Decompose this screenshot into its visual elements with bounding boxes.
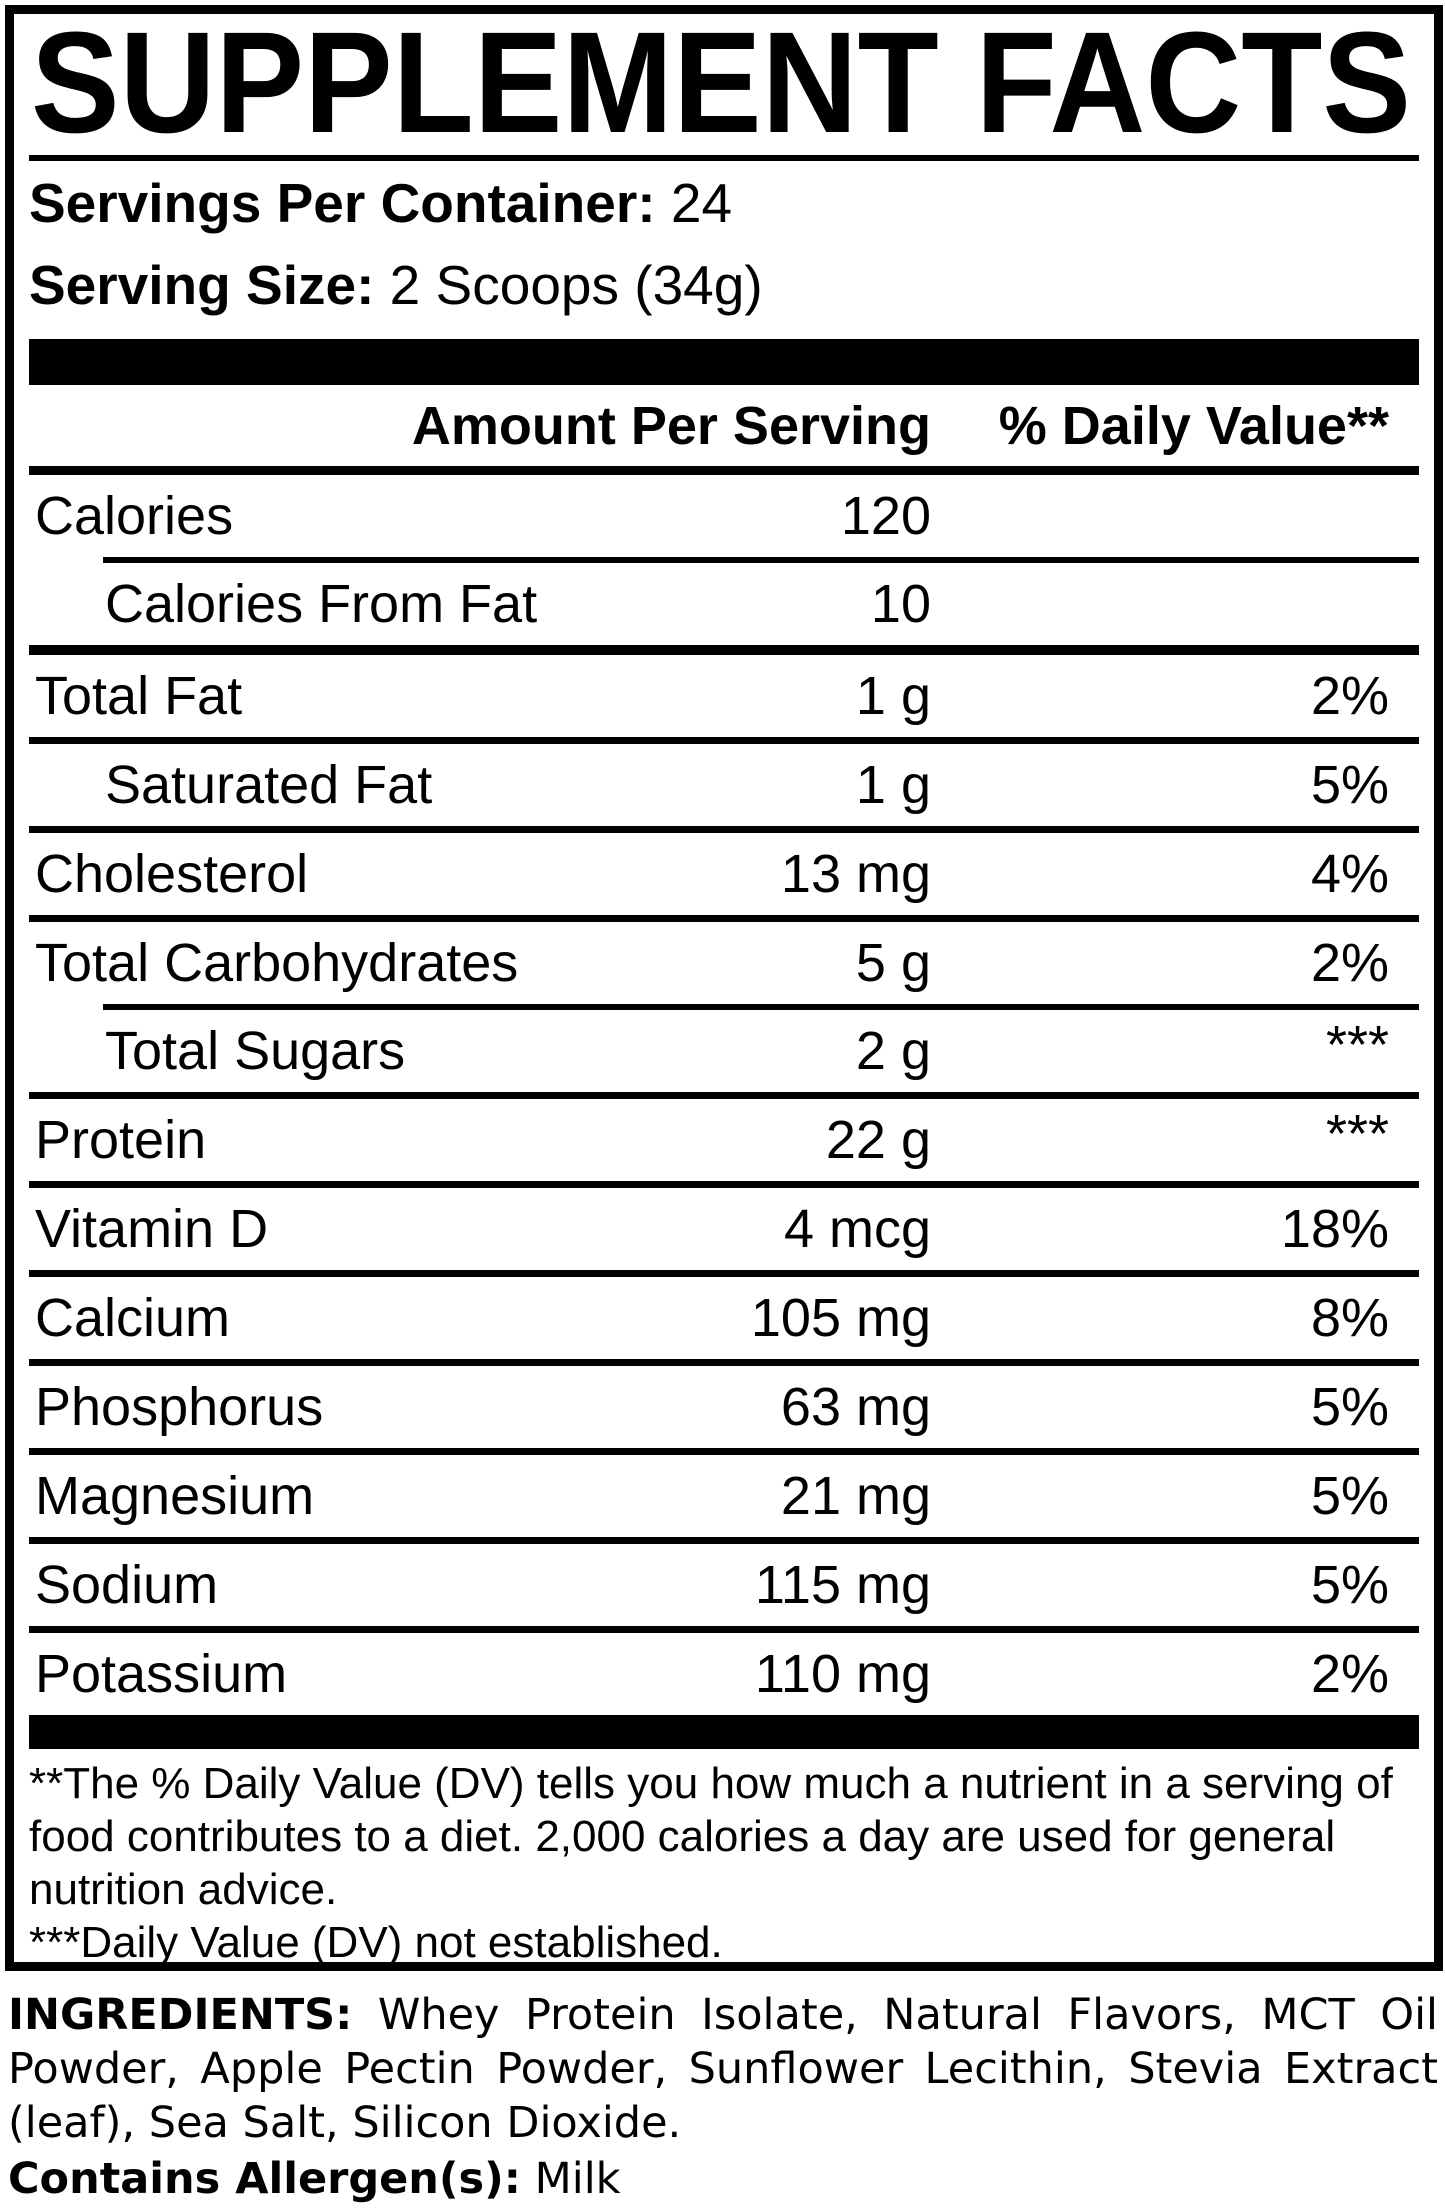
nutrient-row-phosphorus: Phosphorus 63 mg 5%: [29, 1366, 1419, 1448]
allergen-label: Contains Allergen(s):: [8, 2154, 521, 2204]
daily-value-footnote: **The % Daily Value (DV) tells you how m…: [29, 1759, 1393, 1914]
nutrient-amount: 21 mg: [780, 1466, 931, 1526]
nutrient-amount: 1 g: [855, 666, 931, 726]
nutrient-row-vitamin-d: Vitamin D 4 mcg 18%: [29, 1188, 1419, 1270]
servings-per-container-label: Servings Per Container:: [29, 172, 656, 234]
nutrient-dv: 2%: [1310, 1644, 1389, 1704]
nutrient-row-sodium: Sodium 115 mg 5%: [29, 1544, 1419, 1626]
allergen-paragraph: Contains Allergen(s): Milk: [8, 2154, 1438, 2204]
nutrient-name: Saturated Fat: [105, 755, 433, 815]
nutrient-dv: 5%: [1310, 1377, 1389, 1437]
daily-value-header: % Daily Value**: [998, 395, 1389, 456]
divider-bar-top: [29, 339, 1419, 385]
nutrient-name: Calcium: [35, 1288, 231, 1348]
row-divider: [29, 737, 1419, 744]
title-divider: [29, 155, 1419, 161]
row-divider: [29, 826, 1419, 833]
nutrient-name: Total Fat: [35, 666, 243, 726]
nutrient-dv: ***: [1325, 1104, 1389, 1164]
nutrient-row-magnesium: Magnesium 21 mg 5%: [29, 1455, 1419, 1537]
nutrient-amount: 2 g: [855, 1021, 931, 1081]
nutrient-row-potassium: Potassium 110 mg 2%: [29, 1633, 1419, 1715]
nutrient-dv: 5%: [1310, 755, 1389, 815]
ingredients-section: INGREDIENTS: Whey Protein Isolate, Natur…: [8, 1988, 1438, 2204]
row-divider: [103, 1004, 1419, 1010]
servings-per-container-line: Servings Per Container: 24: [29, 171, 1419, 235]
nutrient-name: Total Carbohydrates: [35, 933, 519, 993]
ingredients-paragraph: INGREDIENTS: Whey Protein Isolate, Natur…: [8, 1988, 1438, 2150]
table-header-row: Amount Per Serving % Daily Value**: [29, 385, 1419, 466]
nutrient-row-calories: Calories 120: [29, 475, 1419, 557]
nutrient-dv: 4%: [1310, 844, 1389, 904]
nutrient-name: Calories: [35, 486, 234, 546]
supplement-facts-panel: SUPPLEMENT FACTS Servings Per Container:…: [5, 5, 1443, 1971]
row-divider: [29, 915, 1419, 922]
row-divider: [103, 557, 1419, 563]
nutrient-row-total-fat: Total Fat 1 g 2%: [29, 655, 1419, 737]
nutrient-dv: 5%: [1310, 1466, 1389, 1526]
divider-bar-bottom: [29, 1715, 1419, 1749]
nutrient-amount: 105 mg: [750, 1288, 931, 1348]
nutrient-row-total-carbohydrates: Total Carbohydrates 5 g 2%: [29, 922, 1419, 1004]
nutrient-name: Potassium: [35, 1644, 288, 1704]
row-divider: [29, 1181, 1419, 1188]
nutrient-amount: 110 mg: [754, 1644, 931, 1704]
row-divider: [29, 1359, 1419, 1366]
nutrient-dv: ***: [1325, 1015, 1389, 1075]
nutrient-dv: 8%: [1310, 1288, 1389, 1348]
serving-size-line: Serving Size: 2 Scoops (34g): [29, 253, 1419, 317]
row-divider: [29, 1092, 1419, 1099]
nutrient-name: Phosphorus: [35, 1377, 324, 1437]
nutrient-amount: 120: [840, 486, 931, 546]
serving-size-value: 2 Scoops (34g): [389, 254, 763, 316]
ingredients-label: INGREDIENTS:: [8, 1990, 353, 2040]
nutrient-amount: 1 g: [855, 755, 931, 815]
nutrient-amount: 10: [870, 574, 931, 634]
serving-size-label: Serving Size:: [29, 254, 375, 316]
nutrient-dv: 5%: [1310, 1555, 1389, 1615]
nutrient-name: Protein: [35, 1110, 207, 1170]
header-divider: [29, 466, 1419, 475]
nutrient-dv: 2%: [1310, 933, 1389, 993]
row-divider: [29, 645, 1419, 655]
nutrient-row-calcium: Calcium 105 mg 8%: [29, 1277, 1419, 1359]
servings-per-container-value: 24: [670, 172, 733, 234]
nutrient-amount: 22 g: [825, 1110, 931, 1170]
row-divider: [29, 1626, 1419, 1633]
nutrient-amount: 5 g: [855, 933, 931, 993]
nutrient-name: Vitamin D: [35, 1199, 269, 1259]
not-established-footnote: ***Daily Value (DV) not established.: [29, 1918, 723, 1967]
panel-title: SUPPLEMENT FACTS: [31, 27, 1411, 141]
nutrient-name: Sodium: [35, 1555, 219, 1615]
nutrient-row-protein: Protein 22 g ***: [29, 1099, 1419, 1181]
row-divider: [29, 1270, 1419, 1277]
nutrient-amount: 4 mcg: [783, 1199, 931, 1259]
row-divider: [29, 1448, 1419, 1455]
nutrient-row-total-sugars: Total Sugars 2 g ***: [29, 1010, 1419, 1092]
row-divider: [29, 1537, 1419, 1544]
nutrient-name: Calories From Fat: [105, 574, 538, 634]
nutrient-row-cholesterol: Cholesterol 13 mg 4%: [29, 833, 1419, 915]
nutrient-dv: 2%: [1310, 666, 1389, 726]
ingredients-text: Whey Protein Isolate, Natural Flavors, M…: [8, 1990, 1439, 2148]
panel-title-text: SUPPLEMENT FACTS: [31, 27, 1411, 141]
nutrient-amount: 13 mg: [780, 844, 931, 904]
nutrient-name: Cholesterol: [35, 844, 309, 904]
nutrient-name: Total Sugars: [105, 1021, 406, 1081]
nutrient-row-calories-from-fat: Calories From Fat 10: [29, 563, 1419, 645]
allergen-value: Milk: [534, 2154, 621, 2204]
nutrient-name: Magnesium: [35, 1466, 315, 1526]
nutrient-row-saturated-fat: Saturated Fat 1 g 5%: [29, 744, 1419, 826]
amount-per-serving-header: Amount Per Serving: [411, 395, 931, 456]
nutrient-dv: 18%: [1280, 1199, 1389, 1259]
nutrient-amount: 115 mg: [754, 1555, 931, 1615]
nutrient-amount: 63 mg: [780, 1377, 931, 1437]
